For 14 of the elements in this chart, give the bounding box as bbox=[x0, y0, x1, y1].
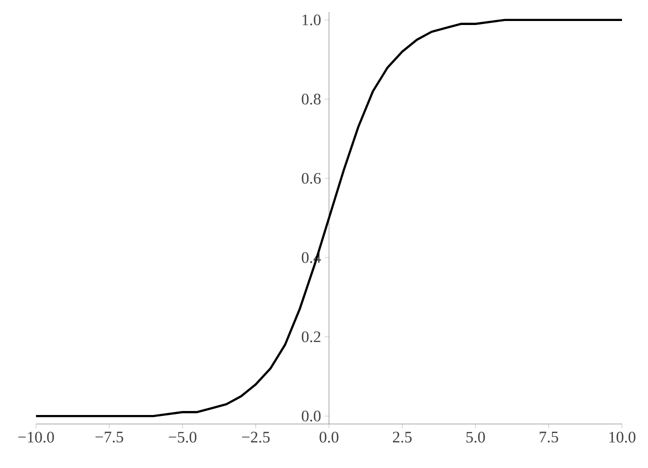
y-tick-label: 0.0 bbox=[302, 410, 321, 422]
x-tick-label: −5.0 bbox=[168, 432, 196, 443]
y-tick-label: 1.0 bbox=[302, 14, 321, 26]
x-tick-label: −7.5 bbox=[96, 432, 124, 442]
x-tick-label: 2.5 bbox=[392, 432, 412, 443]
x-tick-label: 0.0 bbox=[320, 432, 338, 443]
y-tick-label: 0.6 bbox=[302, 172, 321, 184]
x-tick-label: −2.5 bbox=[242, 432, 270, 443]
x-tick-label: 5.0 bbox=[466, 432, 485, 443]
x-tick-label: 10.0 bbox=[609, 432, 636, 443]
x-tick-label: −10.0 bbox=[18, 432, 54, 443]
x-tick-label: 7.5 bbox=[540, 432, 558, 442]
y-tick-label: 0.2 bbox=[302, 331, 320, 342]
y-tick-label: 0.8 bbox=[302, 94, 321, 105]
